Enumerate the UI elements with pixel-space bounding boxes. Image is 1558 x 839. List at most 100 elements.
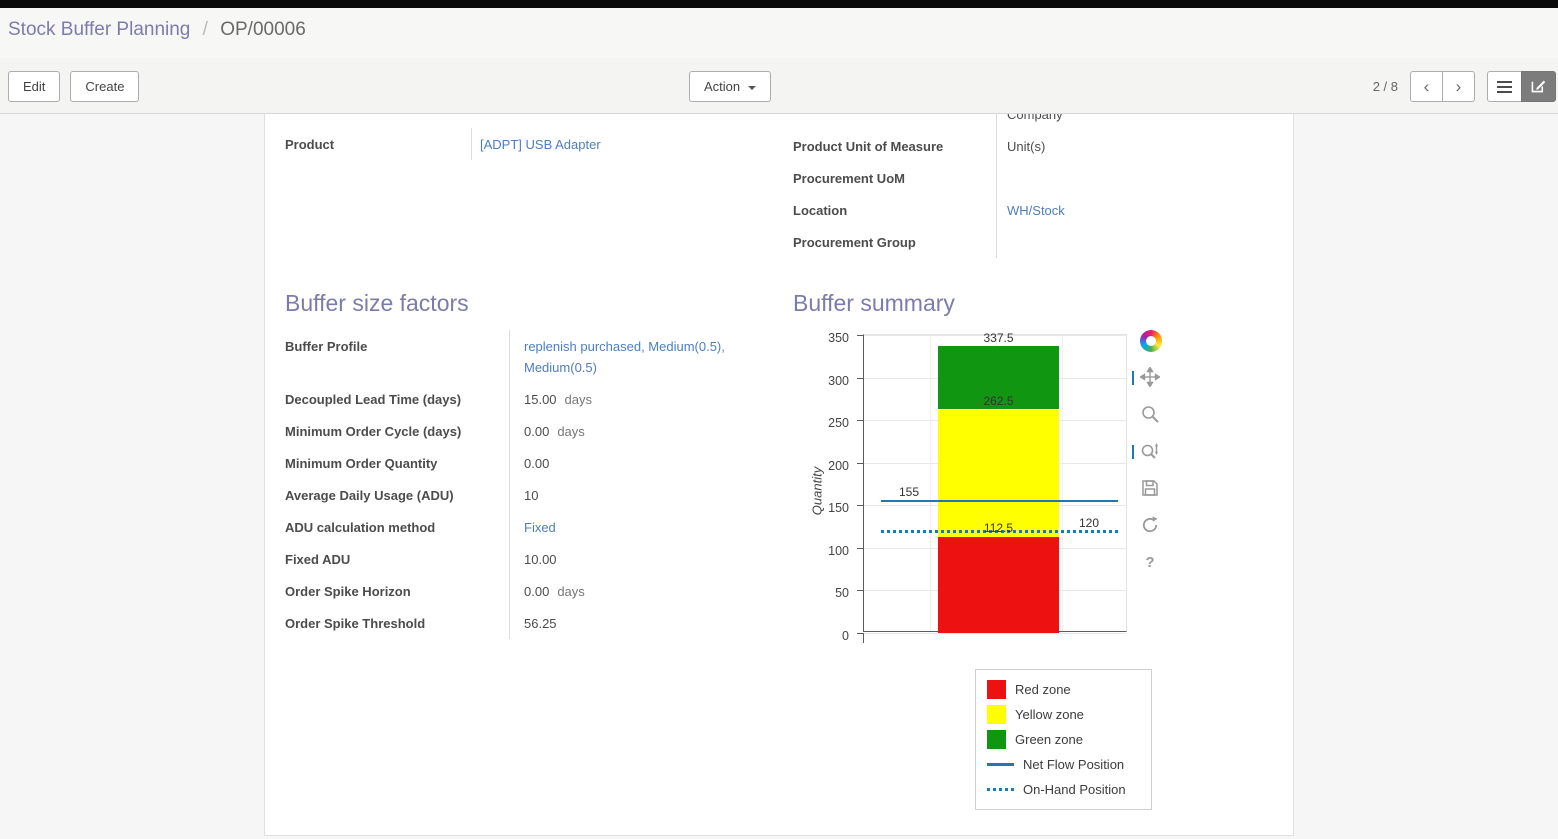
breadcrumb-link[interactable]: Stock Buffer Planning	[8, 19, 191, 40]
field-row: Location WH/Stock	[793, 194, 1275, 226]
chevron-right-icon: ›	[1455, 76, 1462, 96]
pager-buttons: ‹ ›	[1410, 71, 1475, 102]
field-value: Unit(s)	[1007, 139, 1046, 154]
pager-next-button[interactable]: ›	[1442, 71, 1475, 102]
field-label: ADU calculation method	[285, 511, 510, 543]
field-row: Minimum Order Quantity 0.00	[285, 447, 767, 479]
pager-value: 2 / 8	[1372, 79, 1398, 94]
wheel-zoom-icon[interactable]	[1132, 441, 1162, 463]
field-value-cell: WH/Stock	[997, 194, 1275, 226]
chart-annotation: 112.5	[983, 521, 1014, 536]
list-view-button[interactable]	[1487, 71, 1522, 102]
legend-label: Green zone	[1015, 732, 1083, 747]
field-row: Product Unit of Measure Unit(s)	[793, 130, 1275, 162]
field-label: Minimum Order Cycle (days)	[285, 415, 510, 447]
legend-swatch	[987, 705, 1006, 724]
chart-annotation: 120	[1078, 515, 1100, 530]
chart-annotation: 155	[898, 485, 920, 500]
field-value-link[interactable]: WH/Stock	[1007, 203, 1065, 218]
y-tick-mark	[857, 505, 863, 507]
create-button[interactable]: Create	[70, 71, 140, 102]
field-value-cell: 0.00 days	[510, 575, 767, 607]
buffer-summary-title: Buffer summary	[793, 290, 955, 316]
breadcrumb-current: OP/00006	[220, 19, 306, 40]
y-tick-label: 350	[828, 331, 849, 345]
red-zone-bar	[938, 537, 1059, 633]
box-zoom-icon[interactable]	[1140, 404, 1162, 426]
field-value-cell: 56.25	[510, 607, 767, 639]
field-row: Buffer Profile replenish purchased, Mediu…	[285, 330, 767, 383]
field-value-cell: [ADPT] USB Adapter	[472, 128, 767, 160]
field-value-cell	[997, 162, 1275, 194]
field-value-link[interactable]: replenish purchased, Medium(0.5), Medium…	[524, 339, 725, 375]
y-tick-mark	[857, 547, 863, 549]
logistics-group: Company Product Unit of Measure Unit(s) Pro…	[793, 114, 1275, 258]
field-value: 56.25	[524, 616, 557, 631]
field-label: Location	[793, 194, 997, 226]
field-label	[793, 114, 997, 130]
edit-button[interactable]: Edit	[8, 71, 61, 102]
field-value: Company	[1007, 114, 1063, 122]
field-value-link[interactable]: Fixed	[524, 520, 556, 535]
field-value: 0.00	[524, 456, 550, 471]
buffer-size-factors-group: Buffer size factors Buffer Profile replen…	[285, 288, 767, 810]
chevron-left-icon: ‹	[1423, 76, 1430, 96]
list-icon	[1497, 80, 1512, 93]
field-value-cell: 10.00	[510, 543, 767, 575]
action-dropdown-button[interactable]: Action	[689, 71, 772, 102]
field-value-cell: Company	[997, 114, 1275, 130]
breadcrumb: Stock Buffer Planning / OP/00006	[0, 8, 1558, 58]
gridline	[1062, 335, 1063, 631]
svg-text:?: ?	[1145, 554, 1154, 571]
field-label: Buffer Profile	[285, 330, 510, 383]
view-switcher	[1487, 71, 1556, 102]
legend-item-green-zone: Green zone	[987, 727, 1151, 752]
field-suffix: days	[564, 392, 593, 407]
chart-annotation: 337.5	[983, 330, 1014, 345]
chart-toolbar: ?	[1132, 330, 1162, 574]
field-value: 15.00	[524, 392, 557, 407]
help-icon[interactable]: ?	[1140, 552, 1162, 574]
legend-label: Net Flow Position	[1023, 757, 1125, 772]
field-value-cell: 15.00 days	[510, 383, 767, 415]
reset-icon[interactable]	[1140, 515, 1162, 537]
field-value-link[interactable]: [ADPT] USB Adapter	[480, 137, 601, 152]
field-value-cell: Unit(s)	[997, 130, 1275, 162]
legend-item-red-zone: Red zone	[987, 677, 1151, 702]
field-label: Product	[285, 128, 472, 160]
control-panel: Edit Create Action 2 / 8 ‹ ›	[0, 58, 1558, 114]
y-tick-label: 250	[828, 416, 849, 431]
field-label: Procurement UoM	[793, 162, 997, 194]
form-icon	[1531, 78, 1546, 96]
pager-previous-button[interactable]: ‹	[1410, 71, 1443, 102]
pan-icon[interactable]	[1132, 367, 1162, 389]
yellow-zone-bar	[938, 409, 1059, 538]
y-axis: 0 50 100 150 200 250 300 350	[793, 331, 849, 643]
buffer-chart: Quantity 0 50 100 150 200 250 300 350 337.5 262.…	[793, 330, 1275, 652]
legend-item-yellow-zone: Yellow zone	[987, 702, 1151, 727]
field-label: Order Spike Threshold	[285, 607, 510, 639]
save-icon[interactable]	[1140, 478, 1162, 500]
legend-item-net-flow-position: Net Flow Position	[987, 752, 1151, 777]
form-view-button[interactable]	[1521, 71, 1556, 102]
caret-down-icon	[748, 85, 757, 90]
y-tick-mark	[857, 420, 863, 422]
field-label: Procurement Group	[793, 226, 997, 258]
product-group: Product [ADPT] USB Adapter	[285, 128, 767, 258]
bokeh-logo-icon[interactable]	[1140, 330, 1162, 352]
field-value-cell: 0.00	[510, 447, 767, 479]
net-flow-position-line	[881, 500, 1118, 503]
field-row: ADU calculation method Fixed	[285, 511, 767, 543]
field-row: Decoupled Lead Time (days) 15.00 days	[285, 383, 767, 415]
y-tick-mark	[857, 462, 863, 464]
action-label: Action	[704, 79, 741, 94]
field-row: Company	[793, 114, 1275, 130]
field-label: Order Spike Horizon	[285, 575, 510, 607]
field-value: 0.00	[524, 584, 550, 599]
chart-annotation: 262.5	[983, 393, 1014, 408]
legend-label: Red zone	[1015, 682, 1071, 697]
field-value-cell: Fixed	[510, 511, 767, 543]
field-suffix: days	[557, 584, 585, 599]
legend-item-on-hand-position: On-Hand Position	[987, 777, 1151, 802]
gridline	[930, 335, 931, 631]
